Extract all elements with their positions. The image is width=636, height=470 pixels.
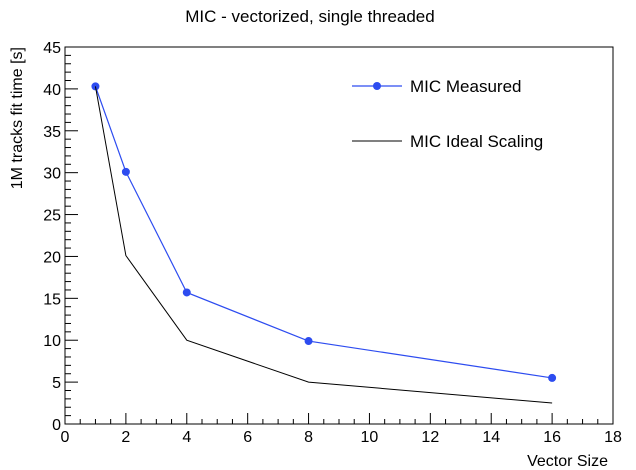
x-tick-label: 4: [182, 429, 191, 446]
y-tick-label: 25: [43, 208, 61, 225]
chart-title: MIC - vectorized, single threaded: [185, 7, 434, 26]
x-tick-label: 6: [243, 429, 252, 446]
series-line-ideal: [94, 86, 553, 404]
data-point-measured: [121, 167, 130, 176]
y-axis-label: 1M tracks fit time [s]: [9, 47, 26, 189]
x-axis: 0 2 4 6 8 10 12 14 16 18: [61, 413, 622, 446]
y-tick-label: 10: [43, 333, 61, 350]
data-point-measured: [548, 373, 557, 382]
y-axis: 0 5 10 15 20 25 30 35 40 45: [43, 40, 78, 434]
series-layer: [91, 82, 557, 404]
plot-frame: [64, 46, 614, 425]
x-axis-label: Vector Size: [527, 453, 608, 470]
legend-marker-measured: [373, 82, 381, 90]
y-tick-label: 20: [43, 249, 61, 266]
y-tick-label: 0: [52, 417, 61, 434]
x-tick-label: 10: [361, 429, 379, 446]
series-line-measured: [94, 86, 553, 379]
data-point-measured: [182, 288, 191, 297]
x-tick-label: 12: [421, 429, 439, 446]
x-tick-label: 14: [482, 429, 500, 446]
y-tick-label: 40: [43, 82, 61, 99]
y-tick-label: 15: [43, 291, 61, 308]
x-tick-label: 2: [121, 429, 130, 446]
x-tick-label: 8: [304, 429, 313, 446]
y-tick-label: 5: [52, 375, 61, 392]
y-tick-label: 45: [43, 40, 61, 57]
legend-label-measured: MIC Measured: [410, 77, 521, 96]
y-tick-label: 35: [43, 124, 61, 141]
data-point-measured: [304, 337, 313, 346]
legend: MIC Measured MIC Ideal Scaling: [352, 77, 543, 151]
legend-label-ideal: MIC Ideal Scaling: [410, 132, 543, 151]
x-tick-label: 0: [61, 429, 70, 446]
x-tick-label: 16: [543, 429, 561, 446]
x-tick-label: 18: [604, 429, 622, 446]
y-tick-label: 30: [43, 166, 61, 183]
